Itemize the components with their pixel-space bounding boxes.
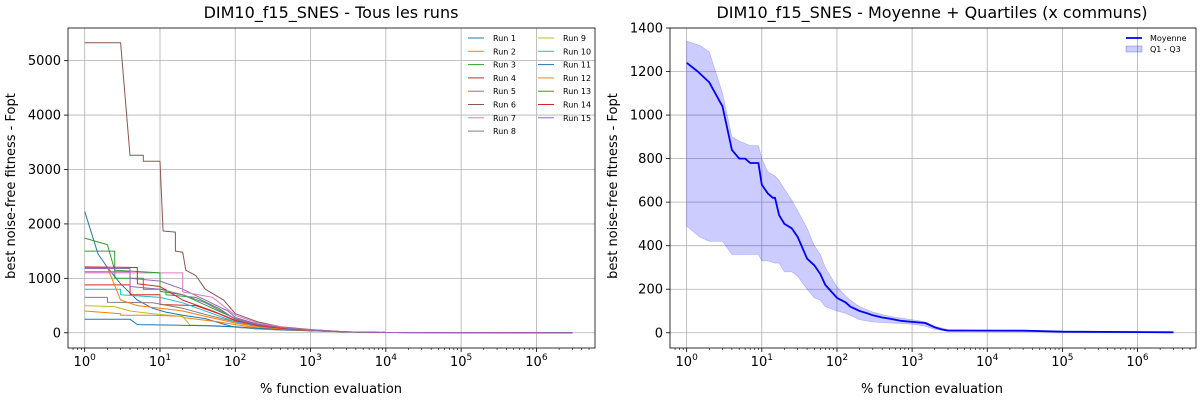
legend-label: Run 9	[563, 34, 586, 43]
legend-label: Q1 - Q3	[1150, 45, 1181, 54]
y-tick-label: 0	[53, 326, 61, 341]
x-tick-label: 102	[224, 353, 246, 370]
legend-label: Run 4	[493, 74, 516, 83]
legend-label: Run 13	[563, 87, 591, 96]
x-tick-label: 106	[525, 353, 548, 370]
legend-label: Run 2	[493, 47, 516, 56]
axes-frame-right	[669, 27, 1197, 349]
x-tick-label: 104	[375, 353, 398, 370]
legend-label: Run 12	[563, 74, 591, 83]
legend-label: Run 14	[563, 101, 591, 110]
y-tick-label: 1200	[630, 65, 663, 80]
series-line-13	[84, 237, 573, 334]
legend-right: Moyenne Q1 - Q3	[1125, 34, 1187, 54]
y-tick-label: 0	[655, 326, 663, 341]
quartile-band	[686, 40, 1174, 333]
y-tick-label: 4000	[28, 109, 61, 124]
x-tick-label: 106	[1126, 353, 1149, 370]
legend-label: Run 5	[493, 87, 516, 96]
y-tick-label: 1000	[630, 109, 663, 124]
series-line-1	[686, 62, 1174, 334]
legend-left: Run 1 Run 2 Run 3 Run 4 Run 5 Run 6 Run 7 Run 8…	[468, 34, 591, 136]
legend-label: Run 3	[493, 61, 516, 70]
series-line-15	[84, 268, 573, 334]
legend-label: Run 8	[493, 127, 516, 136]
y-axis-label-right: best noise-free fitness - Fopt	[606, 93, 621, 279]
y-tick-label: 2000	[28, 217, 61, 232]
chart-all-runs: DIM10_f15_SNES - Tous les runs % functio…	[4, 3, 596, 397]
series-line-4	[84, 284, 573, 334]
legend-label: Run 11	[563, 61, 591, 70]
y-tick-label: 1400	[630, 22, 663, 37]
x-axis-label-right: % function evaluation	[861, 382, 1003, 397]
legend-swatch	[1125, 45, 1143, 53]
x-tick-label: 100	[676, 353, 699, 370]
legend-label: Moyenne	[1150, 34, 1187, 43]
x-tick-label: 101	[751, 353, 773, 370]
y-tick-label: 600	[638, 196, 663, 211]
chart-title-right: DIM10_f15_SNES - Moyenne + Quartiles (x …	[716, 3, 1147, 23]
x-axis-label-left: % function evaluation	[260, 382, 402, 397]
plot-area-right	[686, 40, 1174, 334]
x-tick-label: 105	[450, 353, 472, 370]
x-tick-label: 101	[149, 353, 171, 370]
x-tick-label: 103	[299, 353, 321, 370]
y-axis-label-left: best noise-free fitness - Fopt	[4, 93, 19, 279]
plot-area-left	[84, 42, 573, 334]
y-tick-label: 5000	[28, 54, 61, 69]
series-line-5	[84, 271, 573, 334]
legend-label: Run 6	[493, 101, 516, 110]
x-tick-label: 104	[976, 353, 999, 370]
series-line-7	[84, 272, 573, 334]
x-tick-label: 102	[826, 353, 848, 370]
series-line-10	[84, 288, 573, 334]
chart-mean-quartiles: DIM10_f15_SNES - Moyenne + Quartiles (x …	[606, 3, 1197, 397]
legend-label: Run 1	[493, 34, 516, 43]
y-tick-label: 200	[638, 283, 663, 298]
x-tick-label: 103	[901, 353, 923, 370]
grid-left	[68, 28, 595, 348]
series-line-12	[84, 267, 573, 334]
y-tick-label: 3000	[28, 163, 61, 178]
x-tick-label: 105	[1051, 353, 1073, 370]
legend-label: Run 10	[563, 47, 591, 56]
y-tick-label: 1000	[28, 272, 61, 287]
series-line-3	[84, 250, 573, 334]
ticks-right: 100 101 102 103 104 105 106 0 200 400 600 800 1000 12…	[630, 22, 1191, 370]
axes-frame-left	[67, 27, 596, 349]
y-tick-label: 400	[638, 239, 663, 254]
legend-label: Run 7	[493, 114, 516, 123]
x-tick-label: 100	[74, 353, 97, 370]
ticks-left: 100 101 102 103 104 105 106 0 1000 2000 3000 4000 50…	[28, 54, 590, 370]
legend-label: Run 15	[563, 114, 591, 123]
series-line-14	[84, 266, 573, 334]
chart-title-left: DIM10_f15_SNES - Tous les runs	[204, 3, 459, 23]
y-tick-label: 800	[638, 152, 663, 167]
